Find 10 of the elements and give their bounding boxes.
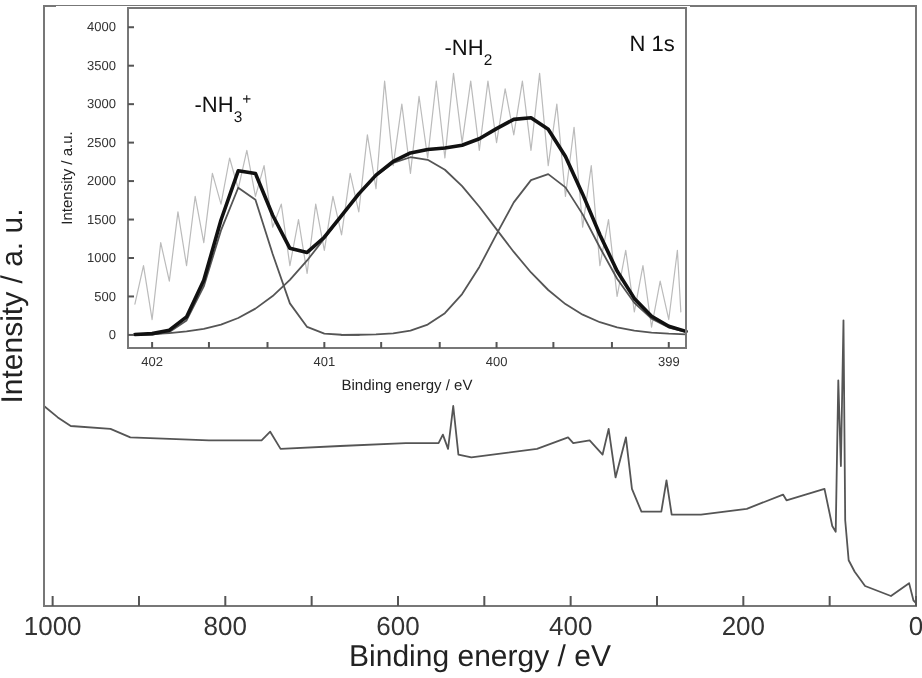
- x-tick-label: 800: [203, 611, 248, 642]
- x-tick-label: 600: [376, 611, 420, 642]
- x-tick-label: 400: [548, 611, 593, 642]
- x-axis-title: Binding energy / eV: [349, 640, 611, 674]
- x-tick-label: 200: [721, 611, 766, 642]
- annotation: -NH$_{2}$: [444, 36, 493, 68]
- x-tick-label: 0: [908, 611, 922, 642]
- annotation: N 1s: [629, 33, 676, 58]
- x-tick-label: 1000: [23, 611, 82, 642]
- y-axis-title: Intensity / a. u.: [0, 208, 30, 404]
